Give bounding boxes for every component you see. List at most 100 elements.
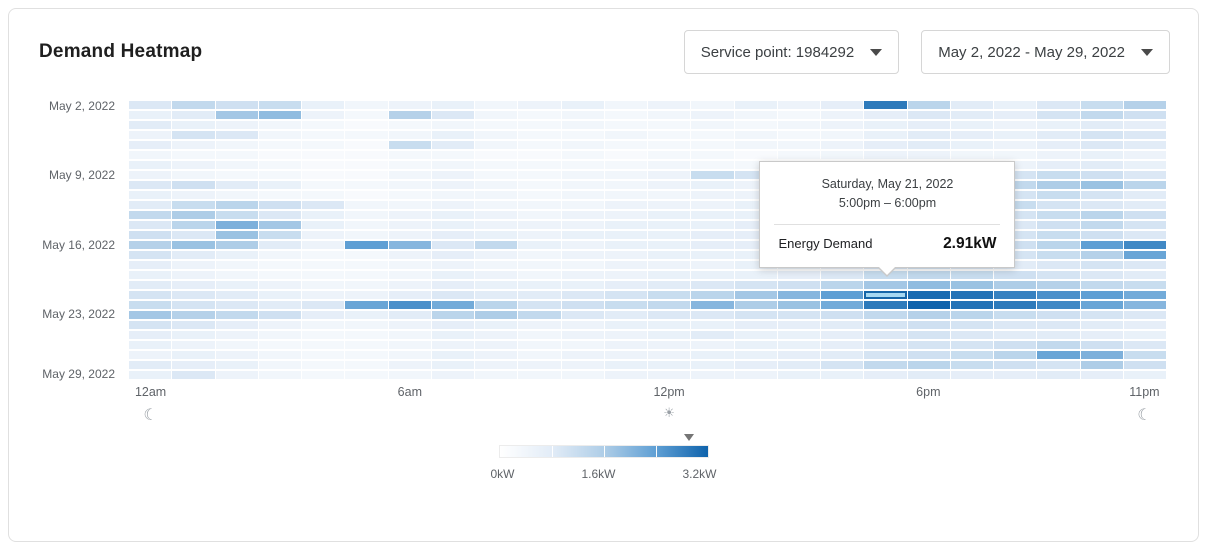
heatmap-cell[interactable] bbox=[604, 101, 647, 109]
heatmap-cell[interactable] bbox=[734, 251, 777, 259]
heatmap-cell[interactable] bbox=[561, 191, 604, 199]
heatmap-cell[interactable] bbox=[345, 221, 388, 229]
heatmap-cell[interactable] bbox=[950, 321, 993, 329]
heatmap-cell[interactable] bbox=[907, 301, 950, 309]
heatmap-cell[interactable] bbox=[561, 181, 604, 189]
heatmap-cell[interactable] bbox=[345, 211, 388, 219]
heatmap-cell[interactable] bbox=[431, 301, 474, 309]
heatmap-cell[interactable] bbox=[258, 351, 301, 359]
heatmap-cell[interactable] bbox=[691, 271, 734, 279]
heatmap-cell[interactable] bbox=[431, 291, 474, 299]
heatmap-cell[interactable] bbox=[950, 271, 993, 279]
heatmap-cell[interactable] bbox=[691, 311, 734, 319]
heatmap-cell[interactable] bbox=[302, 311, 345, 319]
heatmap-cell[interactable] bbox=[518, 321, 561, 329]
heatmap-cell[interactable] bbox=[258, 111, 301, 119]
heatmap-cell[interactable] bbox=[129, 241, 172, 249]
heatmap-cell[interactable] bbox=[431, 121, 474, 129]
heatmap-cell[interactable] bbox=[302, 261, 345, 269]
heatmap-cell[interactable] bbox=[821, 371, 864, 379]
heatmap-cell[interactable] bbox=[821, 111, 864, 119]
heatmap-cell[interactable] bbox=[518, 221, 561, 229]
heatmap-cell[interactable] bbox=[431, 321, 474, 329]
heatmap-cell[interactable] bbox=[431, 181, 474, 189]
heatmap-cell[interactable] bbox=[475, 261, 518, 269]
heatmap-cell[interactable] bbox=[777, 341, 820, 349]
heatmap-cell[interactable] bbox=[648, 191, 691, 199]
heatmap-cell[interactable] bbox=[258, 331, 301, 339]
heatmap-cell[interactable] bbox=[604, 161, 647, 169]
heatmap-cell[interactable] bbox=[777, 331, 820, 339]
heatmap-cell[interactable] bbox=[1080, 271, 1123, 279]
heatmap-cell[interactable] bbox=[1080, 301, 1123, 309]
heatmap-cell[interactable] bbox=[907, 321, 950, 329]
heatmap-cell[interactable] bbox=[388, 341, 431, 349]
heatmap-cell[interactable] bbox=[388, 101, 431, 109]
heatmap-cell[interactable] bbox=[1080, 221, 1123, 229]
heatmap-cell[interactable] bbox=[129, 231, 172, 239]
heatmap-cell[interactable] bbox=[777, 281, 820, 289]
heatmap-cell[interactable] bbox=[215, 371, 258, 379]
heatmap-cell[interactable] bbox=[1123, 181, 1166, 189]
heatmap-cell[interactable] bbox=[258, 301, 301, 309]
heatmap-cell[interactable] bbox=[907, 281, 950, 289]
heatmap-cell[interactable] bbox=[777, 361, 820, 369]
heatmap-cell[interactable] bbox=[302, 211, 345, 219]
heatmap-cell[interactable] bbox=[258, 271, 301, 279]
heatmap-cell[interactable] bbox=[1123, 241, 1166, 249]
heatmap-cell[interactable] bbox=[215, 281, 258, 289]
heatmap-cell[interactable] bbox=[604, 281, 647, 289]
heatmap-cell[interactable] bbox=[821, 291, 864, 299]
heatmap-cell[interactable] bbox=[734, 321, 777, 329]
heatmap-cell[interactable] bbox=[561, 101, 604, 109]
heatmap-cell[interactable] bbox=[734, 191, 777, 199]
heatmap-cell[interactable] bbox=[648, 241, 691, 249]
heatmap-cell[interactable] bbox=[691, 331, 734, 339]
heatmap-cell[interactable] bbox=[1037, 361, 1080, 369]
heatmap-cell[interactable] bbox=[864, 141, 907, 149]
heatmap-cell[interactable] bbox=[777, 101, 820, 109]
heatmap-cell[interactable] bbox=[1080, 311, 1123, 319]
heatmap-cell[interactable] bbox=[475, 311, 518, 319]
heatmap-cell[interactable] bbox=[561, 151, 604, 159]
heatmap-cell[interactable] bbox=[172, 321, 215, 329]
heatmap-cell[interactable] bbox=[475, 251, 518, 259]
heatmap-cell[interactable] bbox=[1123, 261, 1166, 269]
heatmap-cell[interactable] bbox=[475, 271, 518, 279]
heatmap-cell[interactable] bbox=[604, 291, 647, 299]
heatmap-cell[interactable] bbox=[345, 331, 388, 339]
heatmap-cell[interactable] bbox=[258, 241, 301, 249]
heatmap-cell[interactable] bbox=[1037, 121, 1080, 129]
heatmap-cell[interactable] bbox=[129, 101, 172, 109]
heatmap-cell[interactable] bbox=[1080, 321, 1123, 329]
heatmap-cell[interactable] bbox=[821, 271, 864, 279]
heatmap-cell[interactable] bbox=[475, 281, 518, 289]
heatmap-cell[interactable] bbox=[734, 181, 777, 189]
heatmap-cell[interactable] bbox=[388, 161, 431, 169]
heatmap-cell[interactable] bbox=[129, 331, 172, 339]
heatmap-cell[interactable] bbox=[129, 161, 172, 169]
heatmap-cell[interactable] bbox=[648, 321, 691, 329]
heatmap-cell[interactable] bbox=[172, 241, 215, 249]
heatmap-cell[interactable] bbox=[475, 231, 518, 239]
heatmap-cell[interactable] bbox=[215, 271, 258, 279]
heatmap-cell[interactable] bbox=[734, 101, 777, 109]
heatmap-cell[interactable] bbox=[129, 291, 172, 299]
heatmap-cell[interactable] bbox=[734, 311, 777, 319]
heatmap-cell[interactable] bbox=[950, 111, 993, 119]
heatmap-cell[interactable] bbox=[345, 361, 388, 369]
heatmap-cell[interactable] bbox=[518, 271, 561, 279]
heatmap-cell[interactable] bbox=[345, 201, 388, 209]
heatmap-cell[interactable] bbox=[518, 211, 561, 219]
heatmap-cell[interactable] bbox=[691, 281, 734, 289]
heatmap-cell[interactable] bbox=[1080, 161, 1123, 169]
heatmap-cell[interactable] bbox=[129, 311, 172, 319]
heatmap-cell[interactable] bbox=[302, 291, 345, 299]
heatmap-cell[interactable] bbox=[1037, 371, 1080, 379]
heatmap-cell[interactable] bbox=[604, 191, 647, 199]
heatmap-cell[interactable] bbox=[518, 331, 561, 339]
heatmap-cell[interactable] bbox=[691, 161, 734, 169]
heatmap-cell[interactable] bbox=[1123, 131, 1166, 139]
heatmap-cell[interactable] bbox=[648, 281, 691, 289]
heatmap-cell[interactable] bbox=[734, 151, 777, 159]
